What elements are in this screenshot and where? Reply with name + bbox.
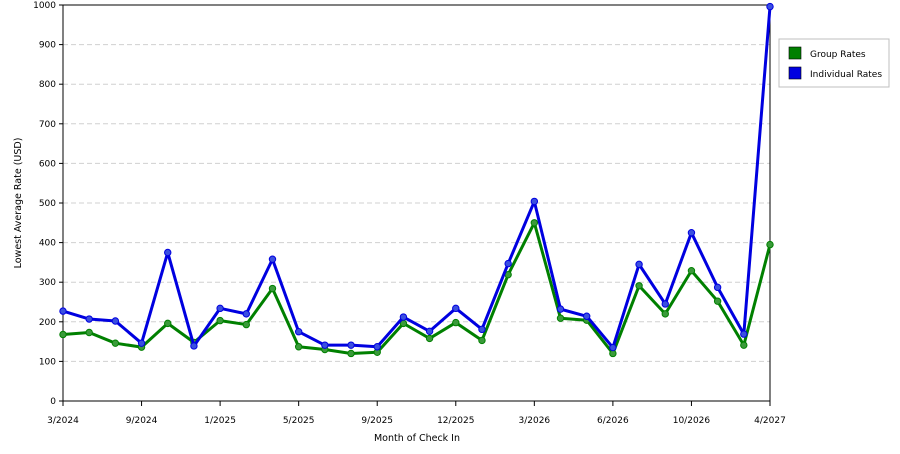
data-point: [85, 328, 93, 337]
y-tick-label: 1000: [33, 1, 56, 11]
data-point: [425, 334, 434, 343]
data-point: [268, 255, 277, 263]
legend-label: Individual Rates: [810, 70, 882, 80]
y-axis-title: Lowest Average Rate (USD): [13, 138, 24, 269]
y-tick-label: 600: [39, 159, 56, 169]
data-point: [687, 229, 696, 237]
series-line: [62, 6, 772, 350]
x-axis-ticks: 3/2024 9/2024 1/2025 5/2025 9/2025 12/2025 3/2…: [47, 401, 786, 426]
data-point: [478, 336, 486, 345]
data-point: [583, 312, 591, 320]
data-point: [190, 342, 198, 350]
y-tick-label: 700: [39, 120, 56, 130]
x-tick-label: 4/2027: [754, 416, 786, 426]
data-point: [740, 341, 748, 349]
legend-swatch: [788, 46, 802, 60]
data-point: [635, 282, 643, 290]
x-tick-label: 3/2024: [47, 416, 79, 426]
data-point: [687, 267, 696, 275]
grid-lines: [63, 4, 770, 362]
data-point: [242, 320, 250, 329]
data-point: [635, 260, 643, 269]
data-point: [609, 343, 617, 352]
x-tick-label: 9/2024: [126, 416, 158, 426]
data-point: [347, 341, 355, 349]
data-point: [242, 310, 250, 318]
x-tick-label: 6/2026: [597, 416, 629, 426]
data-point: [713, 283, 722, 292]
data-point: [294, 328, 303, 336]
data-point: [137, 339, 146, 347]
data-point: [216, 304, 224, 313]
data-point: [216, 316, 224, 325]
data-point: [321, 341, 329, 349]
data-point: [713, 297, 722, 305]
y-tick-label: 800: [39, 80, 56, 90]
data-point: [478, 325, 486, 334]
data-point: [164, 319, 172, 328]
data-point: [530, 197, 539, 206]
series-group-rates: [59, 219, 774, 358]
x-axis-title: Month of Check In: [374, 433, 460, 444]
data-point: [766, 2, 774, 11]
data-point: [425, 327, 434, 336]
x-tick-label: 3/2026: [518, 416, 550, 426]
data-point: [452, 304, 460, 313]
x-tick-label: 12/2025: [437, 416, 474, 426]
data-point: [452, 318, 460, 327]
y-tick-label: 200: [39, 318, 56, 328]
data-point: [740, 330, 748, 338]
y-axis-ticks: 0 100 200 300 400 500 600 700 800 900 1000: [33, 1, 63, 407]
y-tick-label: 300: [39, 278, 56, 288]
series-line: [62, 221, 772, 355]
data-point: [556, 305, 565, 313]
data-point: [294, 343, 303, 351]
legend-swatch: [788, 66, 802, 80]
x-tick-label: 10/2026: [673, 416, 711, 426]
data-point: [347, 349, 355, 358]
data-point: [268, 284, 277, 293]
series-layer: [59, 2, 774, 358]
data-point: [661, 310, 669, 318]
x-tick-label: 9/2025: [361, 416, 393, 426]
y-tick-label: 400: [39, 239, 56, 249]
data-point: [59, 307, 67, 315]
data-point: [556, 314, 565, 322]
x-tick-label: 5/2025: [283, 416, 315, 426]
data-point: [164, 248, 172, 257]
legend: Group Rates Individual Rates: [778, 38, 890, 88]
y-tick-label: 100: [39, 357, 56, 367]
data-point: [399, 313, 408, 321]
data-point: [85, 315, 93, 323]
data-point: [504, 259, 512, 268]
x-tick-label: 1/2025: [204, 416, 236, 426]
data-point: [373, 343, 381, 351]
data-point: [661, 300, 669, 308]
legend-label: Group Rates: [810, 50, 866, 60]
data-point: [530, 219, 539, 227]
data-point: [111, 317, 120, 325]
data-point: [766, 240, 774, 249]
y-tick-label: 900: [39, 41, 56, 51]
y-tick-label: 0: [50, 397, 56, 407]
series-individual-rates: [59, 2, 774, 352]
y-tick-label: 500: [39, 199, 56, 209]
data-point: [59, 330, 67, 339]
data-point: [111, 339, 120, 347]
